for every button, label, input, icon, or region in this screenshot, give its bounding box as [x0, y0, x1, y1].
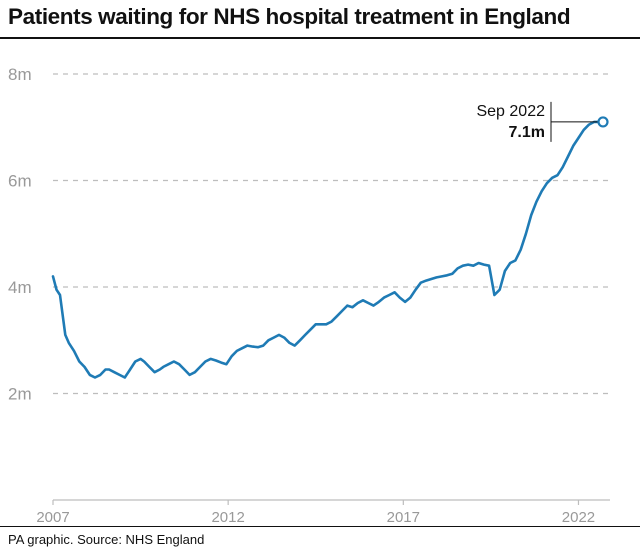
y-tick-label: 2m: [8, 385, 32, 404]
x-tick-label: 2022: [562, 509, 595, 526]
title-divider: [0, 37, 640, 39]
x-tick-label: 2017: [387, 509, 420, 526]
source-note: PA graphic. Source: NHS England: [8, 532, 205, 547]
latest-point-marker: [597, 116, 609, 128]
annotation-value: 7.1m: [509, 124, 545, 141]
y-tick-label: 6m: [8, 172, 32, 191]
x-tick-label: 2007: [36, 509, 69, 526]
annotation-date: Sep 2022: [476, 103, 545, 120]
y-tick-label: 8m: [8, 65, 32, 84]
chart-title: Patients waiting for NHS hospital treatm…: [8, 4, 571, 29]
x-tick-label: 2012: [211, 509, 244, 526]
y-tick-label: 4m: [8, 278, 32, 297]
series-line: [51, 120, 605, 379]
footer-divider: [0, 526, 640, 527]
